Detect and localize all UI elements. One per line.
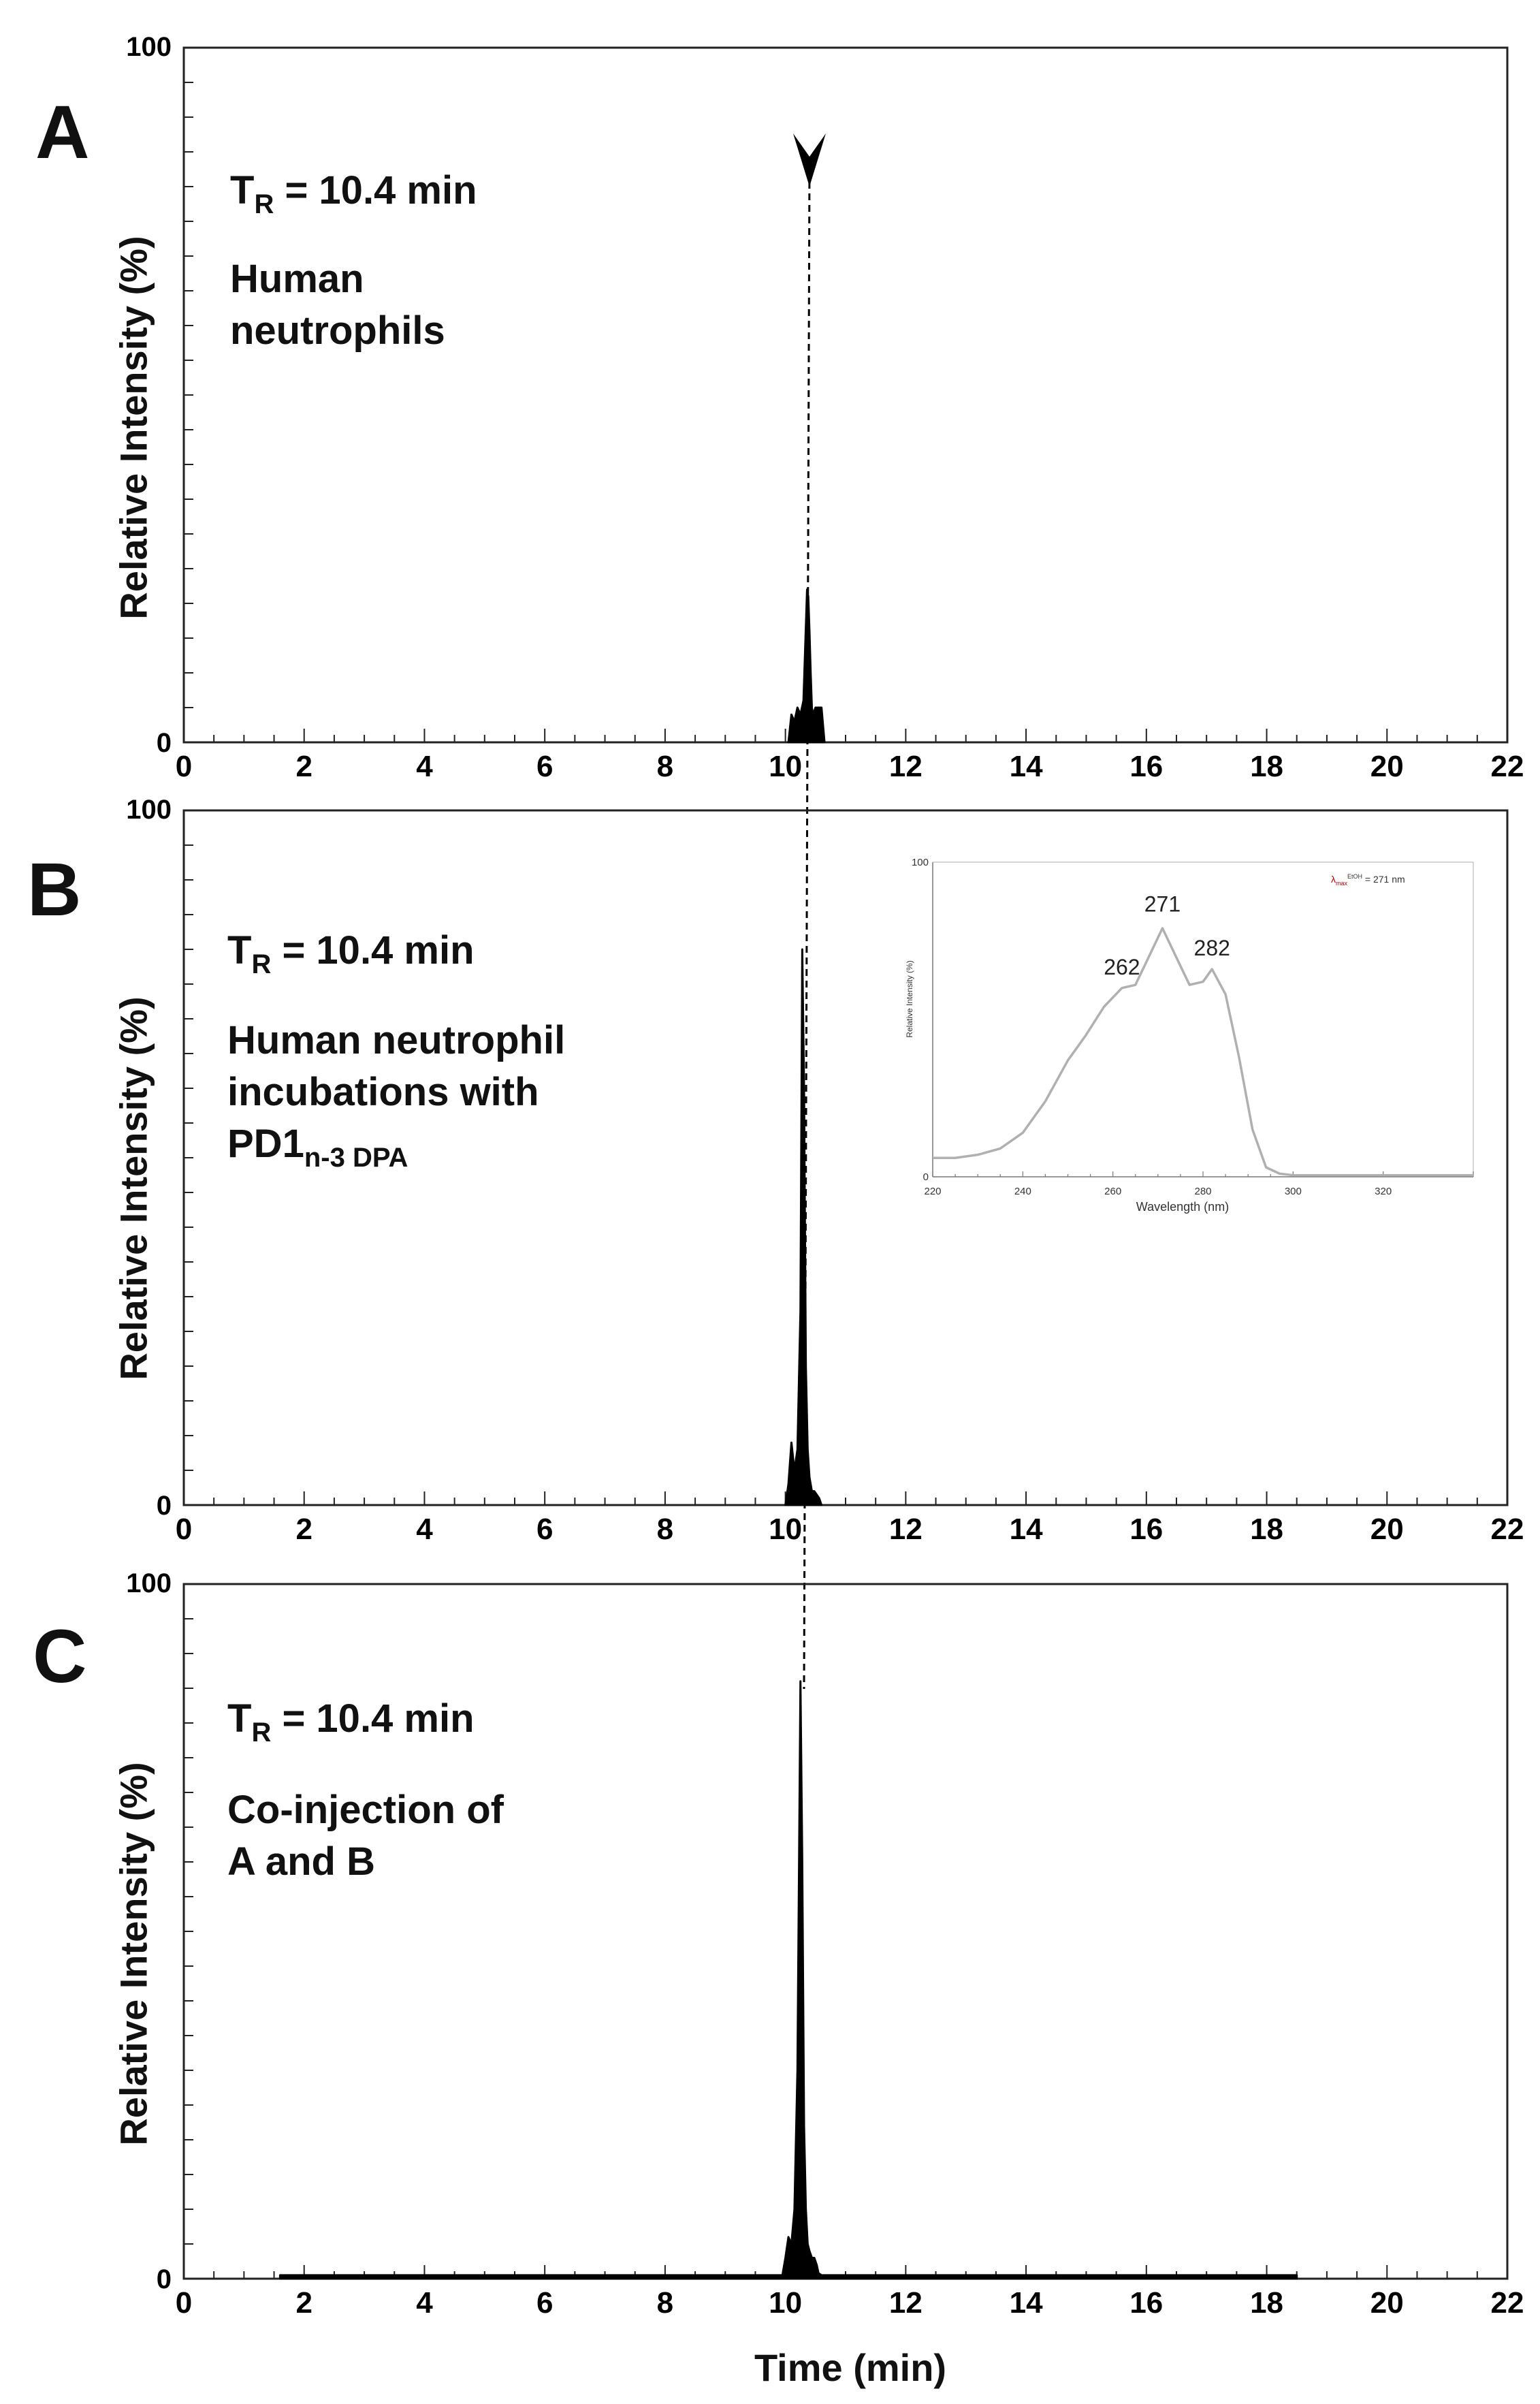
lambda-value: = 271 nm <box>1362 874 1405 885</box>
spectrum-peak-label: 262 <box>1104 955 1140 979</box>
panel-letter-b: B <box>27 848 82 932</box>
x-tick-label: 18 <box>1250 750 1283 783</box>
x-tick-label: 2 <box>295 2286 312 2320</box>
x-tick-label: 12 <box>889 2286 923 2320</box>
x-tick-label: 6 <box>536 750 553 783</box>
x-tick-label: 22 <box>1491 1513 1524 1546</box>
spectrum-peak-label: 271 <box>1144 891 1181 916</box>
inset-x-tick-label: 300 <box>1285 1186 1302 1197</box>
lambda-superscript: EtOH <box>1347 873 1362 880</box>
inset-x-tick-label: 260 <box>1104 1186 1121 1197</box>
x-tick-label: 16 <box>1129 750 1163 783</box>
x-tick-label: 12 <box>889 1513 923 1546</box>
plot-frame <box>182 1583 1509 2280</box>
x-tick-label: 0 <box>176 1513 192 1546</box>
x-tick-label: 2 <box>295 750 312 783</box>
chromatogram-peak <box>278 1680 1298 2280</box>
panel-b-sample-label: Human neutrophil incubations with <box>227 1018 566 1114</box>
x-tick-label: 4 <box>416 1513 433 1546</box>
x-tick-label: 0 <box>176 2286 192 2320</box>
inset-y-tick-label-top: 100 <box>912 857 929 868</box>
inset-y-tick-label-bottom: 0 <box>923 1171 929 1183</box>
panel-c-chart: 100 00 2 4 6 8 10 12 14 16 18 20 22 <box>126 1568 1524 2320</box>
x-tick-label: 16 <box>1129 1513 1163 1546</box>
x-tick-label: 14 <box>1010 2286 1043 2320</box>
panel-a-sample-label: Human neutrophils <box>230 257 445 353</box>
x-tick-label: 20 <box>1370 750 1404 783</box>
x-tick-label: 22 <box>1491 2286 1524 2320</box>
y-tick-label-bottom: 0 <box>157 2264 172 2294</box>
tr-subscript: R <box>251 1718 272 1747</box>
x-tick-label: 10 <box>769 2286 802 2320</box>
x-tick-label: 14 <box>1010 1513 1043 1546</box>
x-tick-label: 20 <box>1370 2286 1404 2320</box>
x-tick-label: 0 <box>176 750 192 783</box>
panel-c-retention-time: TR = 10.4 min <box>227 1693 475 1758</box>
panel-c-sample-label: Co-injection of A and B <box>227 1788 504 1884</box>
x-tick-label: 14 <box>1010 750 1043 783</box>
chromatogram-peak <box>787 588 826 744</box>
y-tick-label-top: 100 <box>126 32 172 62</box>
x-tick-label: 22 <box>1491 750 1524 783</box>
panel-letter-a: A <box>35 91 90 174</box>
plot-frame <box>182 46 1509 744</box>
x-tick-label: 16 <box>1129 2286 1163 2320</box>
compound-subscript: n-3 DPA <box>304 1143 408 1173</box>
chromatogram-peak <box>784 948 823 1506</box>
y-tick-label-bottom: 0 <box>157 1491 172 1521</box>
peak-arrowhead-marker <box>792 133 826 187</box>
inset-lambda-max-legend: λmaxEtOH = 271 nm <box>1331 873 1405 887</box>
inset-y-axis-title: Relative Intensity (%) <box>905 960 914 1037</box>
y-tick-label-top: 100 <box>126 795 172 825</box>
panel-a-chart: 100 00 2 4 6 8 10 12 14 16 18 20 22 <box>126 32 1524 783</box>
inset-x-tick-label: 240 <box>1014 1186 1031 1197</box>
uv-spectrum-line <box>933 927 1473 1177</box>
tr-symbol: T <box>227 1696 252 1741</box>
compound-name: PD1 <box>227 1122 304 1166</box>
tr-subscript: R <box>251 949 272 979</box>
x-tick-label: 6 <box>536 2286 553 2320</box>
lambda-symbol: λ <box>1331 874 1336 885</box>
x-axis-title: Time (min) <box>754 2346 947 2389</box>
y-tick-label-bottom: 0 <box>157 728 172 758</box>
x-tick-label: 20 <box>1370 1513 1404 1546</box>
x-tick-label: 6 <box>536 1513 553 1546</box>
lambda-subscript: max <box>1336 880 1348 887</box>
panel-a-retention-time: TR = 10.4 min <box>230 165 477 230</box>
tr-symbol: T <box>227 928 252 972</box>
x-tick-label: 2 <box>295 1513 312 1546</box>
x-tick-label: 4 <box>416 2286 433 2320</box>
tr-symbol: T <box>230 168 255 212</box>
tr-value: = 10.4 min <box>271 928 475 972</box>
y-tick-label-top: 100 <box>126 1568 172 1598</box>
panel-a-y-axis-title: Relative Intensity (%) <box>112 236 155 620</box>
panel-letter-c: C <box>33 1615 87 1698</box>
x-tick-label: 8 <box>657 1513 673 1546</box>
arrowhead-shape <box>792 133 826 187</box>
panel-b-y-axis-title: Relative Intensity (%) <box>112 996 155 1380</box>
tr-value: = 10.4 min <box>274 168 477 212</box>
spectrum-peak-label: 282 <box>1194 936 1230 960</box>
tr-value: = 10.4 min <box>271 1696 475 1741</box>
inset-x-axis-title: Wavelength (nm) <box>1136 1200 1229 1214</box>
x-tick-label: 10 <box>769 1513 802 1546</box>
inset-x-tick-label: 320 <box>1375 1186 1392 1197</box>
inset-x-tick-label: 280 <box>1194 1186 1211 1197</box>
panel-b-retention-time: TR = 10.4 min <box>227 925 475 990</box>
x-tick-label: 8 <box>657 750 673 783</box>
x-tick-label: 18 <box>1250 1513 1283 1546</box>
inset-x-tick-label: 220 <box>924 1186 941 1197</box>
panel-c-y-axis-title: Relative Intensity (%) <box>112 1762 155 2146</box>
x-tick-label: 18 <box>1250 2286 1283 2320</box>
x-tick-label: 12 <box>889 750 923 783</box>
uv-spectrum-inset: 220 240 260 280 300 320 100 0 Wavelength (nm) Rel… <box>905 857 1474 1214</box>
x-tick-label: 10 <box>769 750 802 783</box>
tr-subscript: R <box>254 189 274 219</box>
panel-b-compound-label: PD1n-3 DPA <box>227 1118 408 1184</box>
x-tick-label: 4 <box>416 750 433 783</box>
x-tick-label: 8 <box>657 2286 673 2320</box>
